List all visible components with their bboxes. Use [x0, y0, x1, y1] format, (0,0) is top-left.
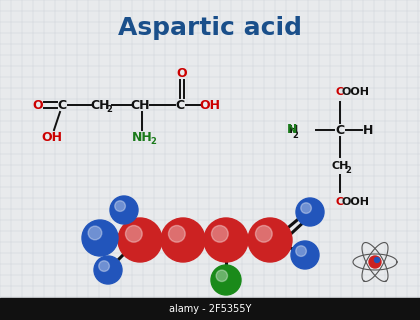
Text: OH: OH [42, 131, 63, 143]
Text: C: C [58, 99, 66, 111]
Text: 2: 2 [292, 131, 298, 140]
Circle shape [211, 265, 241, 295]
Circle shape [126, 226, 142, 242]
Text: CH: CH [90, 99, 110, 111]
Text: C: C [336, 124, 344, 137]
Text: H: H [363, 124, 373, 137]
Circle shape [301, 203, 311, 213]
Circle shape [216, 270, 228, 282]
Circle shape [296, 198, 324, 226]
Text: H: H [289, 125, 298, 135]
Text: C: C [336, 87, 344, 97]
Circle shape [168, 226, 185, 242]
Circle shape [248, 218, 292, 262]
Text: OH: OH [200, 99, 221, 111]
Circle shape [161, 218, 205, 262]
Circle shape [375, 258, 380, 262]
Text: OOH: OOH [342, 197, 370, 207]
Circle shape [291, 241, 319, 269]
Text: NH: NH [131, 131, 152, 143]
Text: CH: CH [130, 99, 150, 111]
Circle shape [88, 226, 102, 240]
Circle shape [296, 246, 307, 256]
Text: C: C [336, 197, 344, 207]
Text: O: O [33, 99, 43, 111]
Circle shape [255, 226, 272, 242]
Circle shape [99, 261, 109, 271]
Text: C: C [176, 99, 184, 111]
Text: OOH: OOH [342, 87, 370, 97]
Text: O: O [177, 67, 187, 79]
Bar [0, 298, 420, 320]
Circle shape [118, 218, 162, 262]
Text: alamy - 2F5355Y: alamy - 2F5355Y [169, 304, 251, 314]
Text: 2: 2 [345, 165, 351, 174]
Text: 2: 2 [150, 137, 156, 146]
Circle shape [110, 196, 138, 224]
Circle shape [212, 226, 228, 242]
Text: Aspartic acid: Aspartic acid [118, 16, 302, 40]
Text: CH: CH [331, 161, 349, 171]
Circle shape [115, 201, 126, 212]
Text: 2: 2 [106, 105, 112, 114]
Circle shape [82, 220, 118, 256]
Circle shape [94, 256, 122, 284]
Text: N: N [286, 123, 297, 135]
Circle shape [204, 218, 248, 262]
Circle shape [369, 256, 381, 268]
